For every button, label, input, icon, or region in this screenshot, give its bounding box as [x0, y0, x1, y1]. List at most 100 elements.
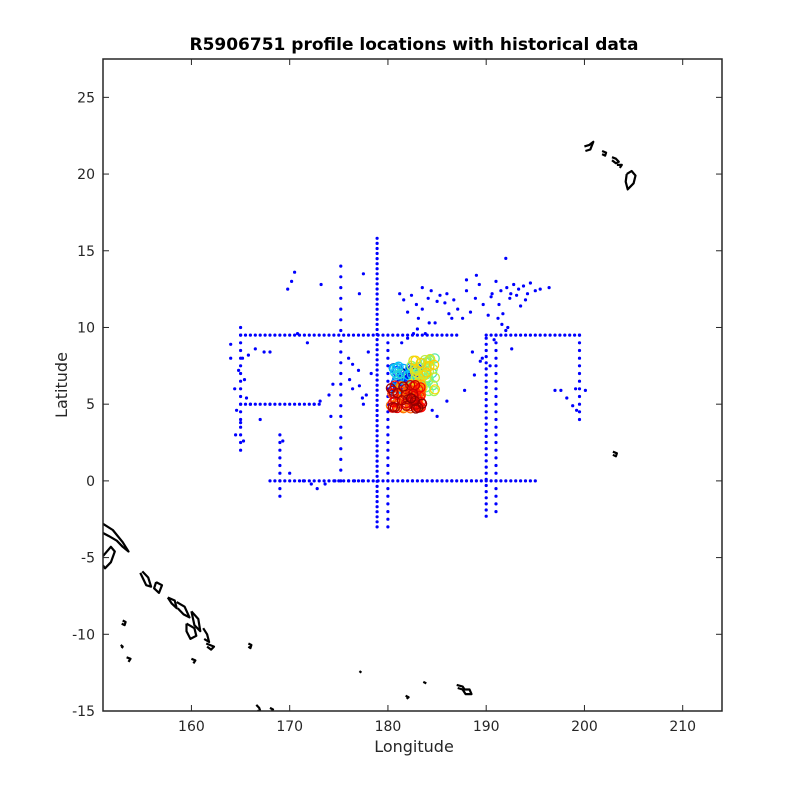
historical-point: [494, 433, 498, 437]
historical-point: [492, 338, 496, 342]
historical-point: [301, 479, 305, 483]
y-tick-label: 25: [77, 90, 95, 106]
historical-point: [506, 325, 510, 330]
historical-point: [339, 350, 343, 354]
historical-point: [484, 422, 488, 426]
historical-point: [327, 393, 331, 397]
historical-point: [494, 487, 498, 491]
historical-point: [469, 479, 474, 483]
historical-point: [517, 287, 521, 291]
historical-point: [347, 356, 351, 360]
historical-point: [248, 333, 252, 337]
historical-point: [375, 494, 379, 499]
historical-point: [297, 402, 302, 406]
historical-point: [339, 468, 343, 472]
historical-point: [494, 463, 498, 468]
historical-point: [339, 286, 343, 290]
historical-point: [484, 483, 488, 488]
historical-point: [505, 286, 509, 290]
historical-point: [239, 410, 243, 414]
x-tick-label: 160: [178, 719, 205, 735]
historical-point: [499, 333, 503, 337]
historical-point: [312, 479, 316, 483]
axes-box: [102, 58, 723, 712]
historical-point: [415, 327, 419, 331]
coastline: [611, 156, 620, 165]
historical-point: [494, 417, 498, 422]
historical-point: [455, 333, 459, 337]
historical-point: [239, 448, 243, 452]
historical-point: [386, 487, 390, 491]
historical-point: [288, 402, 292, 406]
historical-point: [386, 494, 390, 498]
historical-point: [514, 333, 518, 337]
historical-point: [577, 364, 582, 368]
historical-point: [331, 382, 335, 386]
historical-point: [445, 479, 449, 483]
historical-point: [500, 322, 504, 326]
historical-point: [268, 350, 272, 354]
historical-point: [288, 333, 292, 337]
historical-point: [375, 312, 379, 316]
historical-point: [563, 333, 567, 337]
historical-point: [425, 479, 429, 483]
historical-point: [450, 316, 454, 320]
historical-point: [577, 417, 582, 422]
historical-point: [464, 278, 469, 282]
float-profile-point: [421, 367, 432, 378]
coastline: [255, 704, 262, 711]
historical-point: [484, 490, 488, 494]
historical-point: [386, 502, 390, 506]
historical-point: [484, 416, 488, 420]
historical-point: [484, 496, 488, 500]
historical-point: [278, 333, 282, 337]
historical-point: [278, 433, 282, 437]
historical-point: [375, 500, 379, 504]
historical-point: [253, 333, 257, 337]
historical-point: [262, 350, 266, 354]
historical-point: [375, 267, 379, 271]
historical-point: [396, 479, 400, 483]
historical-point: [455, 479, 459, 483]
historical-point: [494, 341, 498, 345]
historical-point: [484, 459, 488, 463]
historical-point: [375, 317, 379, 321]
float-profile-point: [428, 385, 440, 397]
historical-point: [464, 289, 469, 293]
x-tick-label: 200: [571, 719, 598, 735]
historical-point: [386, 525, 390, 529]
historical-point: [375, 510, 379, 514]
historical-point: [364, 393, 368, 397]
historical-point: [339, 382, 343, 386]
historical-point: [559, 388, 563, 392]
historical-point: [523, 333, 528, 337]
historical-point: [375, 236, 379, 240]
x-tick-label: 190: [473, 719, 500, 735]
historical-point: [401, 479, 405, 483]
historical-point: [278, 487, 282, 491]
float-profile-point: [405, 379, 416, 391]
historical-point: [391, 333, 395, 337]
historical-point: [438, 293, 442, 297]
float-profile-point: [390, 395, 401, 406]
x-tick-label: 210: [669, 719, 696, 735]
historical-point: [494, 494, 498, 498]
historical-point: [312, 402, 316, 406]
historical-point: [371, 479, 375, 483]
historical-point: [375, 398, 379, 402]
historical-point: [386, 448, 390, 452]
coastline: [422, 680, 427, 685]
y-tick-label: -10: [72, 627, 95, 643]
historical-point: [375, 515, 379, 519]
historical-point: [352, 479, 357, 483]
historical-point: [519, 333, 523, 337]
historical-point: [375, 479, 379, 483]
historical-point: [278, 463, 282, 468]
historical-point: [494, 279, 498, 283]
historical-point: [396, 333, 400, 337]
float-profile-point: [409, 366, 421, 377]
historical-point: [229, 356, 233, 360]
historical-point: [386, 356, 390, 360]
historical-point: [386, 348, 390, 353]
historical-point: [468, 310, 473, 314]
